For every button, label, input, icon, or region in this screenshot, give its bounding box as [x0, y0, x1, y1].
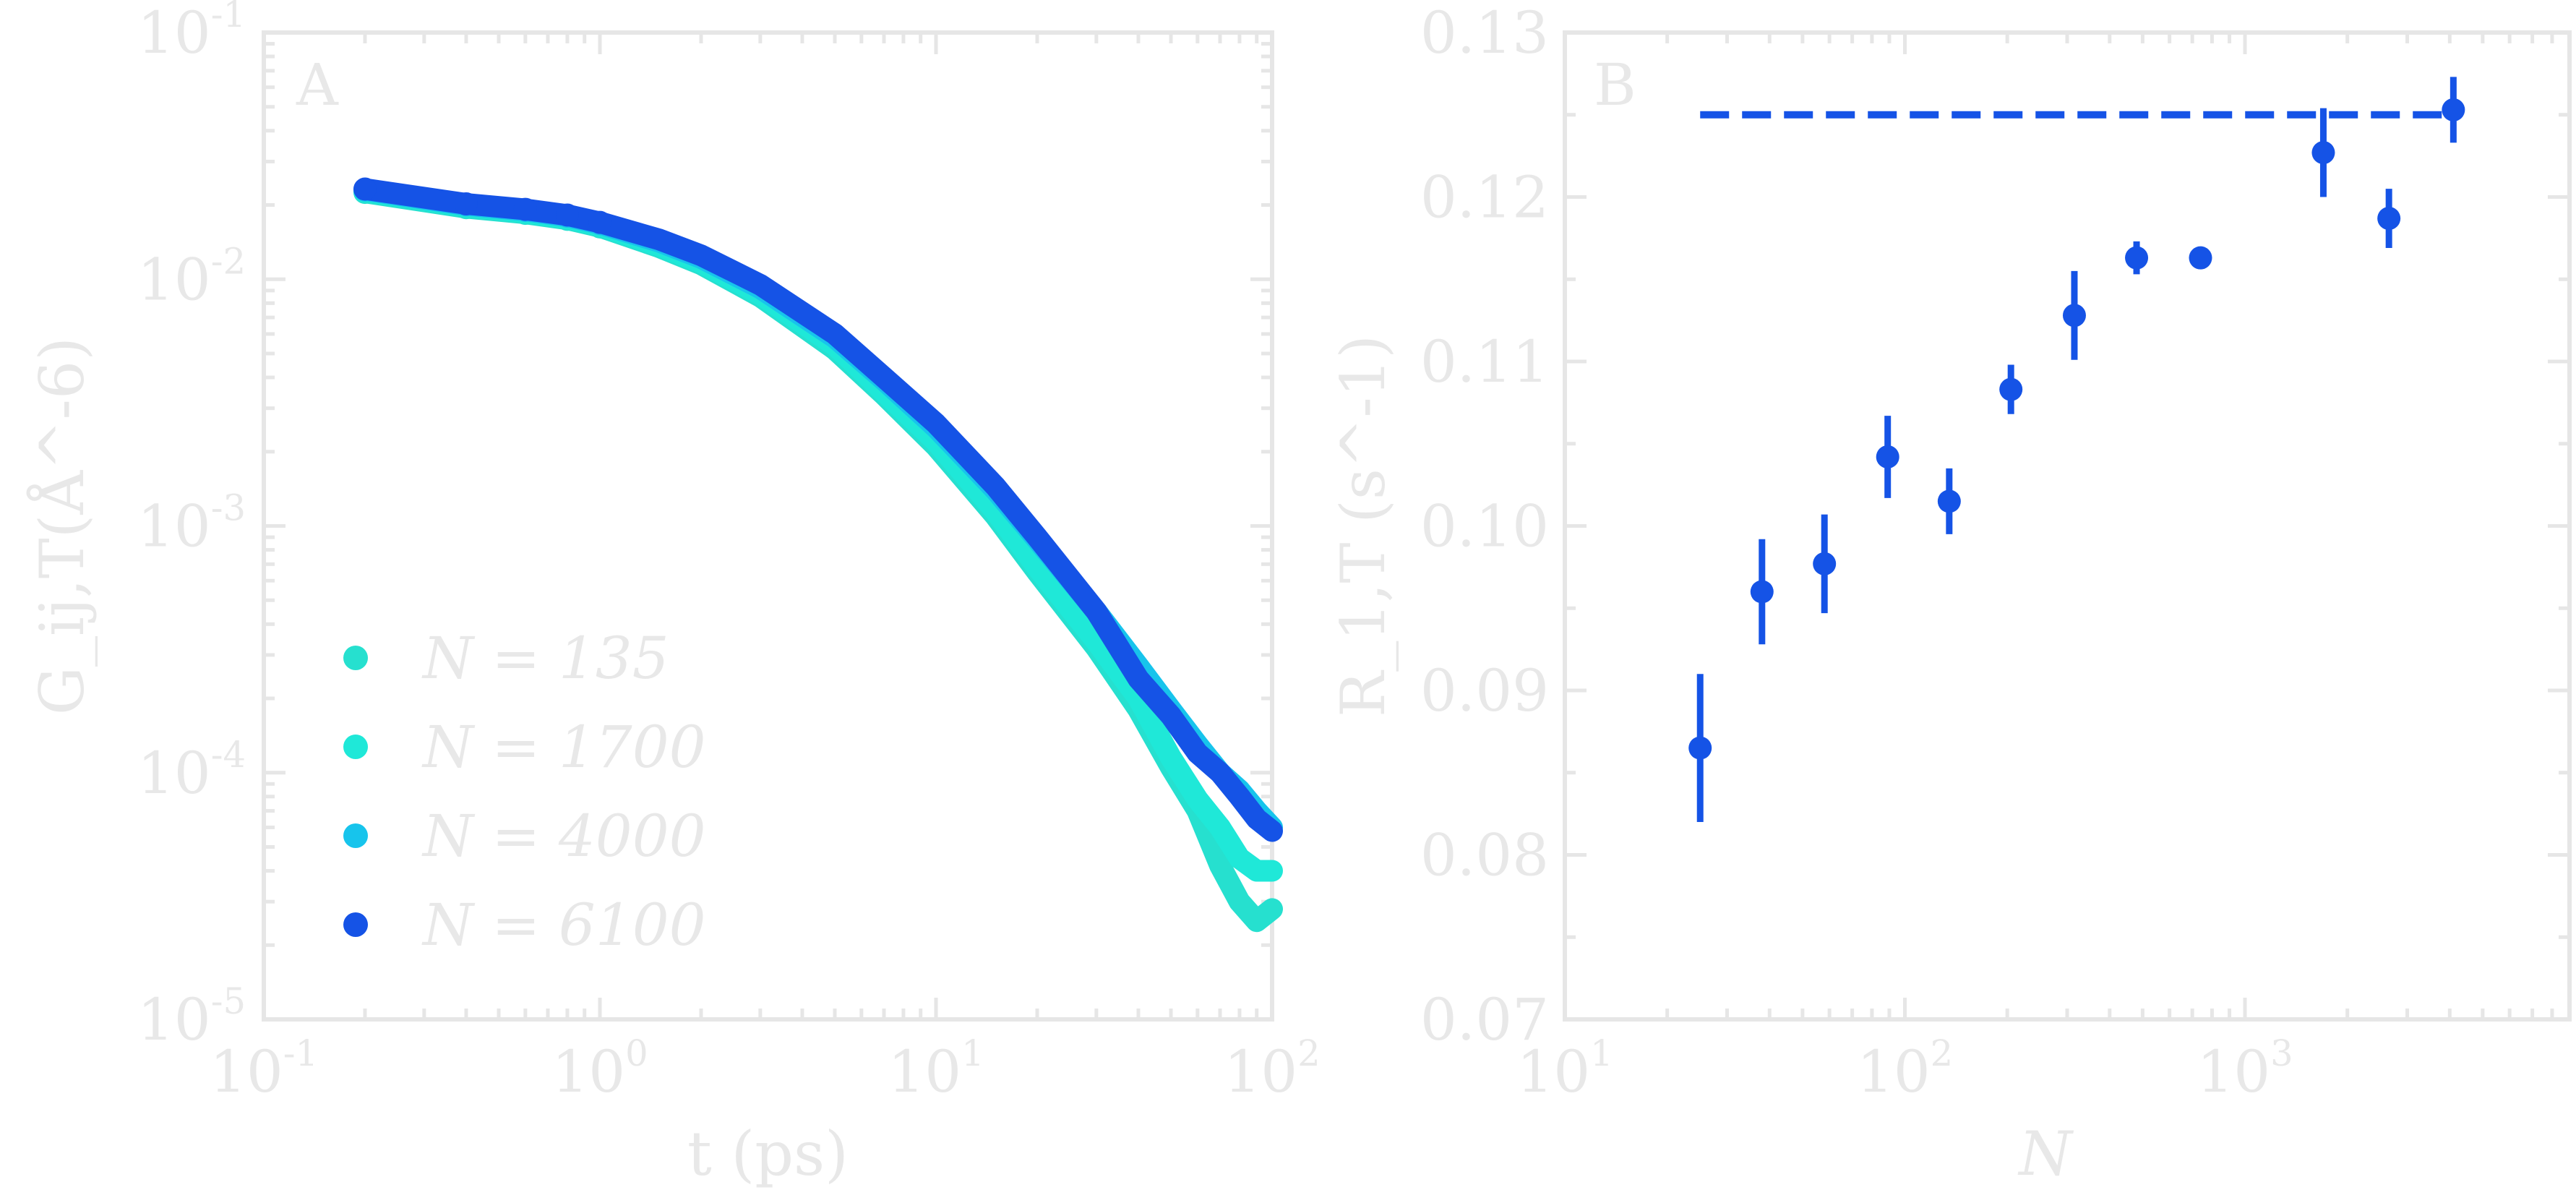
y-tick-label: 0.09 [1420, 657, 1549, 724]
y-tick-label: 10-3 [137, 487, 246, 560]
y-tick-label: 10-4 [137, 734, 246, 807]
x-axis-label: N [2017, 1118, 2074, 1189]
data-point [454, 192, 478, 216]
data-point [353, 177, 377, 201]
x-tick-label: 101 [1516, 1032, 1613, 1105]
data-point [2062, 304, 2086, 327]
data-point [1876, 445, 1899, 468]
legend-marker [343, 646, 368, 670]
x-axis-label: t (ps) [687, 1118, 849, 1189]
legend-label: N = 6100 [421, 891, 705, 959]
x-tick-label: 10-1 [210, 1032, 318, 1105]
data-point [555, 203, 579, 227]
panel-a-frame [262, 30, 1274, 1022]
legend-marker [343, 823, 368, 848]
y-tick-label: 0.08 [1420, 822, 1549, 889]
data-point [2125, 246, 2149, 270]
y-tick-label: 10-5 [137, 980, 246, 1053]
y-tick-label: 0.07 [1420, 986, 1549, 1053]
data-point [2189, 246, 2212, 270]
x-tick-label: 101 [888, 1032, 984, 1105]
legend: N = 135 N = 1700 N = 4000 N = 6100 [343, 625, 705, 959]
y-axis-label: R_1,T (s^-1) [1328, 335, 1399, 717]
panel-b: 101 102 103 0.07 0.08 0.09 0.10 0.11 0.12 0.13 N R_… [1328, 0, 2572, 1189]
y-tick-label: 0.12 [1420, 164, 1549, 231]
legend-marker [343, 912, 368, 937]
data-point [1999, 377, 2023, 401]
legend-label: N = 135 [421, 625, 669, 692]
y-tick-label: 0.11 [1420, 328, 1549, 395]
data-point [1688, 736, 1712, 760]
panel-label: A [296, 51, 339, 119]
data-point [1937, 489, 1961, 513]
legend-label: N = 4000 [421, 802, 705, 870]
legend-marker [343, 735, 368, 759]
data-point [1813, 552, 1837, 575]
x-tick-label: 100 [551, 1032, 648, 1105]
y-axis-label: G_ij,T(Å^-6) [26, 337, 98, 715]
y-tick-label: 0.13 [1420, 0, 1549, 67]
data-point [588, 210, 611, 234]
data-point [2311, 141, 2335, 165]
data-point [2377, 207, 2401, 231]
legend-label: N = 1700 [421, 714, 705, 781]
y-tick-label: 0.10 [1420, 493, 1549, 560]
x-tick-label: 102 [1224, 1032, 1320, 1105]
x-tick-label: 102 [1857, 1032, 1953, 1105]
y-tick-label: 10-2 [137, 240, 246, 313]
data-point [513, 197, 537, 221]
panel-b-frame [1563, 30, 2572, 1022]
x-tick-label: 103 [2197, 1032, 2293, 1105]
panel-label: B [1594, 51, 1636, 119]
data-point [1750, 580, 1774, 604]
panel-a: 10-1 100 101 102 10-5 10-4 10-3 10-2 10-1 t (ps) G… [26, 0, 1321, 1189]
y-tick-label: 10-1 [137, 0, 246, 67]
data-point [2442, 98, 2465, 121]
